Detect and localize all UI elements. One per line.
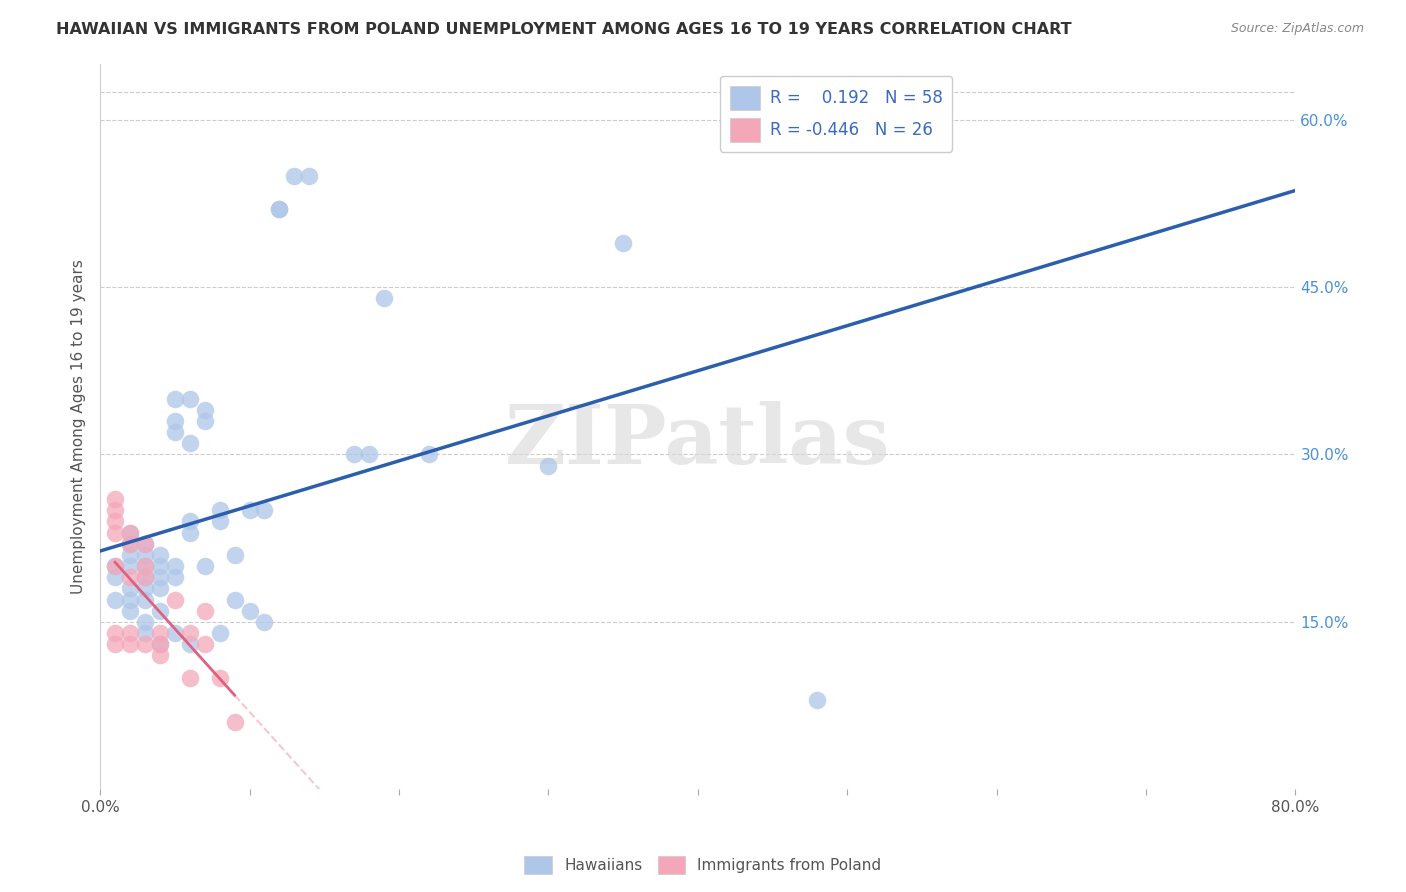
Point (104, 503, 127, 517)
Point (104, 626, 127, 640)
Point (283, 169, 305, 183)
Point (118, 637, 141, 651)
Point (149, 570, 172, 584)
Point (298, 169, 321, 183)
Point (208, 503, 231, 517)
Point (134, 548, 156, 562)
Point (104, 570, 127, 584)
Point (179, 626, 201, 640)
Point (208, 671, 231, 685)
Point (149, 548, 172, 562)
Point (179, 515, 201, 529)
Point (253, 615, 276, 629)
Point (149, 648, 172, 663)
Point (163, 559, 186, 574)
Point (134, 537, 156, 551)
Point (179, 436, 201, 450)
Point (149, 559, 172, 574)
Point (104, 592, 127, 607)
Legend: R =    0.192   N = 58, R = -0.446   N = 26: R = 0.192 N = 58, R = -0.446 N = 26 (720, 76, 952, 152)
Point (149, 626, 172, 640)
Point (134, 637, 156, 651)
Point (118, 537, 141, 551)
Point (537, 458, 560, 473)
Point (134, 559, 156, 574)
Point (194, 637, 217, 651)
Point (104, 637, 127, 651)
Point (134, 570, 156, 584)
Point (104, 559, 127, 574)
Point (149, 604, 172, 618)
Point (149, 582, 172, 596)
Point (224, 548, 246, 562)
Point (118, 559, 141, 574)
Point (104, 525, 127, 540)
Point (118, 525, 141, 540)
Point (208, 626, 231, 640)
Point (104, 492, 127, 507)
Point (194, 414, 217, 428)
Point (179, 637, 201, 651)
Point (118, 592, 141, 607)
Point (118, 548, 141, 562)
Point (359, 448, 381, 462)
Point (134, 570, 156, 584)
Point (163, 414, 186, 428)
Point (163, 592, 186, 607)
Point (104, 515, 127, 529)
Point (194, 402, 217, 417)
Point (224, 715, 246, 730)
Point (118, 570, 141, 584)
Point (806, 693, 828, 707)
Point (134, 592, 156, 607)
Point (208, 515, 231, 529)
Point (373, 291, 395, 305)
Point (194, 559, 217, 574)
Point (118, 582, 141, 596)
Point (343, 448, 366, 462)
Point (118, 626, 141, 640)
Point (149, 637, 172, 651)
Point (418, 448, 440, 462)
Point (163, 425, 186, 440)
Point (179, 525, 201, 540)
Point (118, 604, 141, 618)
Point (118, 525, 141, 540)
Point (149, 637, 172, 651)
Point (269, 202, 291, 216)
Point (253, 503, 276, 517)
Text: ZIPatlas: ZIPatlas (505, 401, 890, 481)
Point (224, 592, 246, 607)
Point (104, 559, 127, 574)
Point (118, 537, 141, 551)
Point (134, 626, 156, 640)
Point (238, 604, 260, 618)
Text: Source: ZipAtlas.com: Source: ZipAtlas.com (1230, 22, 1364, 36)
Point (163, 570, 186, 584)
Point (134, 559, 156, 574)
Point (179, 671, 201, 685)
Point (134, 615, 156, 629)
Point (163, 392, 186, 406)
Point (163, 626, 186, 640)
Y-axis label: Unemployment Among Ages 16 to 19 years: Unemployment Among Ages 16 to 19 years (72, 260, 86, 594)
Point (134, 582, 156, 596)
Point (134, 537, 156, 551)
Point (612, 235, 634, 250)
Point (269, 202, 291, 216)
Point (194, 604, 217, 618)
Text: HAWAIIAN VS IMMIGRANTS FROM POLAND UNEMPLOYMENT AMONG AGES 16 TO 19 YEARS CORREL: HAWAIIAN VS IMMIGRANTS FROM POLAND UNEMP… (56, 22, 1071, 37)
Legend: Hawaiians, Immigrants from Poland: Hawaiians, Immigrants from Poland (519, 850, 887, 880)
Point (238, 503, 260, 517)
Point (179, 392, 201, 406)
